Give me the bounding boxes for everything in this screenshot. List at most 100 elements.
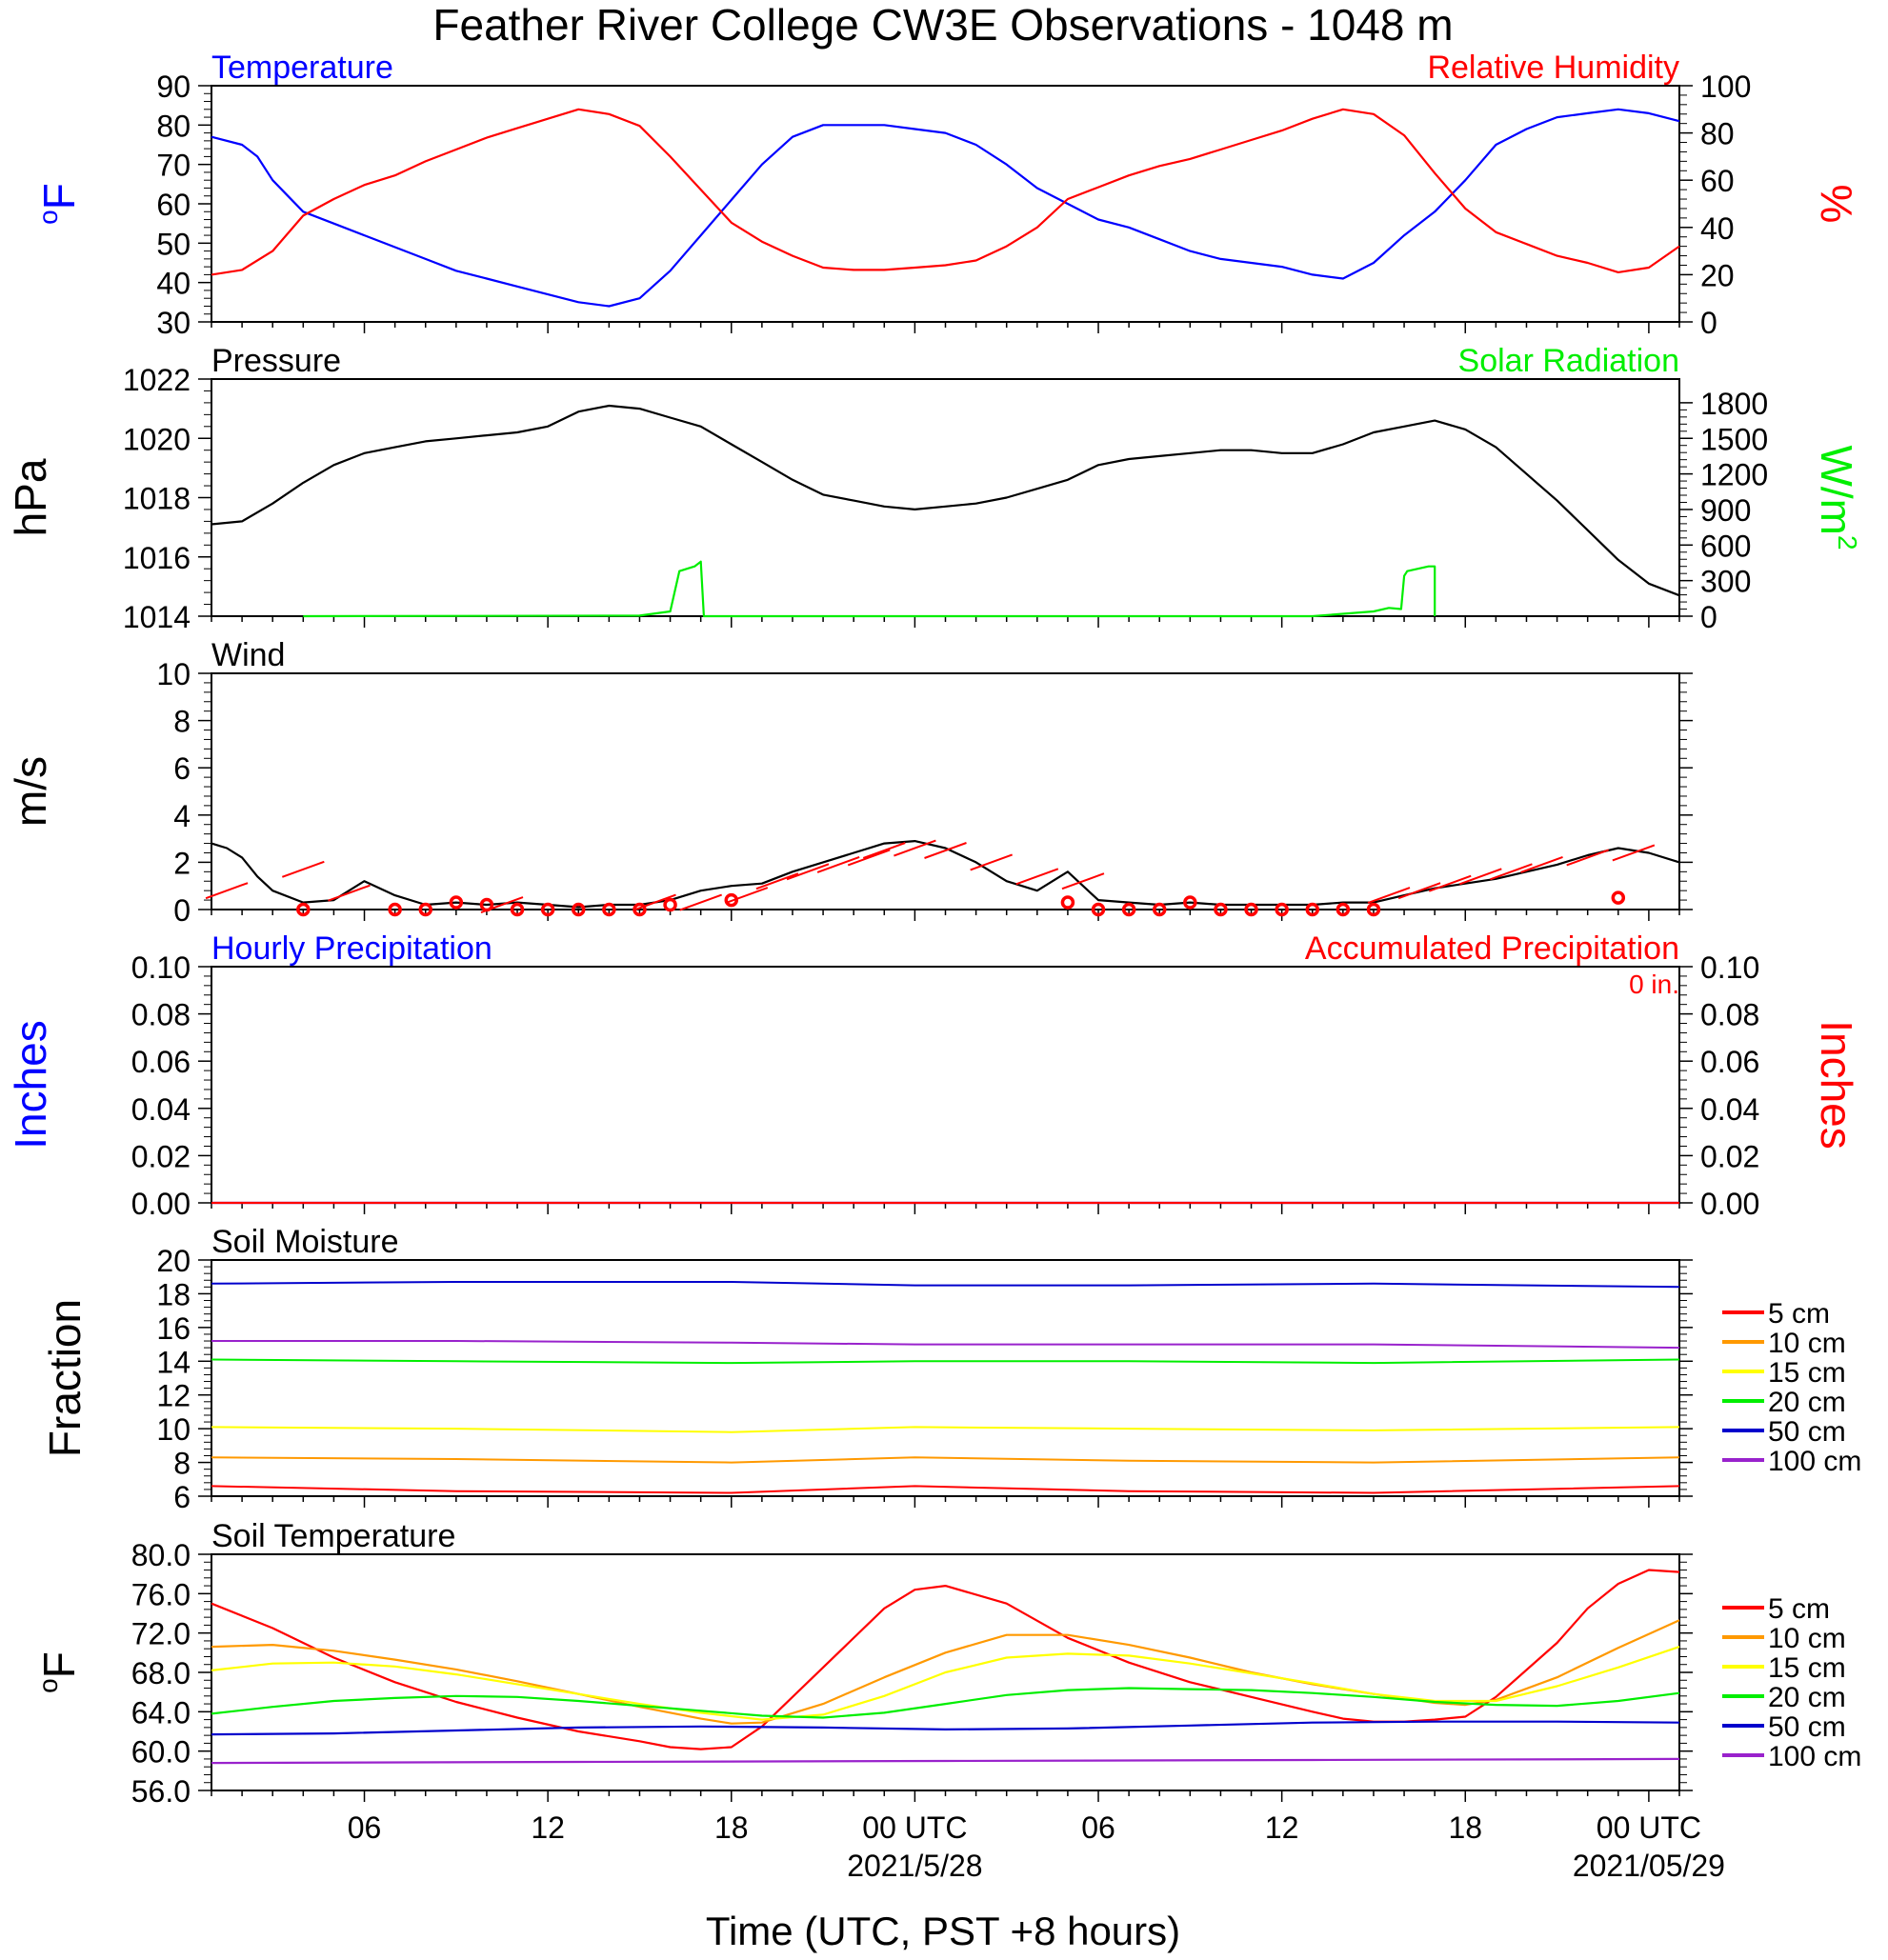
y-right-tick-label: 80 — [1700, 117, 1735, 151]
y-left-tick-label: 1014 — [123, 600, 191, 634]
y-left-label: oF — [33, 1651, 84, 1693]
plot-frame — [211, 378, 1680, 617]
time-axis: 06 12 18 00 UTC 06 12 18 00 UTC 2021/5/28 2021/05… — [348, 1810, 1725, 1883]
y-left-label: oF — [33, 183, 84, 225]
y-left-tick-label: 80.0 — [131, 1538, 191, 1572]
series-line-wind — [211, 839, 1680, 909]
legend-label-5-cm: 5 cm — [1768, 1298, 1830, 1330]
precip-marker — [1183, 895, 1197, 910]
panel-pressure-solar: 1014 1016 1018 1020 1022 03006009001200150018… — [6, 343, 1862, 634]
y-left-tick-label: 12 — [156, 1379, 191, 1413]
y-left-tick-label: 18 — [156, 1277, 191, 1311]
wind-barb — [786, 863, 830, 881]
wind-barb — [862, 842, 906, 859]
y-right-tick-label: 600 — [1700, 529, 1751, 563]
panel-title-right: Accumulated Precipitation — [1305, 930, 1679, 967]
series-line-20-cm — [211, 1358, 1680, 1365]
y-left-tick-label: 0.10 — [131, 950, 191, 985]
precip-marker — [633, 902, 647, 917]
x-tick-label: 18 — [1448, 1810, 1482, 1845]
wind-barb — [679, 893, 723, 911]
wind-barb — [1490, 863, 1533, 881]
wind-barb — [1397, 882, 1441, 900]
precip-marker — [1121, 902, 1136, 917]
series-line-temperature — [211, 108, 1680, 308]
precip-marker — [449, 895, 464, 910]
panel-precipitation: 0.00 0.02 0.04 0.06 0.08 0.10 0.00 0.02 0.04 0.06… — [6, 930, 1861, 1221]
y-right-tick-label: 20 — [1700, 258, 1735, 292]
y-left-tick-label: 10 — [156, 657, 191, 691]
wind-barb — [924, 842, 967, 859]
y-left-tick-label: 4 — [173, 799, 191, 833]
y-left-label: m/s — [6, 756, 55, 827]
y-left-tick-label: 1018 — [123, 482, 191, 516]
y-left-tick-label: 1020 — [123, 422, 191, 456]
y-left-tick-label: 68.0 — [131, 1656, 191, 1690]
legend-label-15-cm: 15 cm — [1768, 1652, 1846, 1684]
plot-frame — [211, 85, 1680, 323]
y-right-tick-label: 0.08 — [1700, 998, 1759, 1032]
wind-barb — [816, 855, 860, 873]
precip-marker — [724, 892, 739, 908]
series-line-10-cm — [211, 1619, 1680, 1725]
wind-barb — [725, 887, 769, 905]
y-left-tick-label: 1022 — [123, 363, 191, 397]
series-line-15-cm — [211, 1646, 1680, 1721]
panel-title-left: Soil Moisture — [211, 1224, 399, 1260]
precip-marker — [572, 902, 586, 917]
wind-barb — [970, 853, 1013, 871]
series-line-15-cm — [211, 1426, 1680, 1433]
y-left-tick-label: 50 — [156, 227, 191, 261]
y-left-tick-label: 72.0 — [131, 1617, 191, 1651]
panel-title-left: Wind — [211, 637, 285, 673]
y-right-tick-label: 1200 — [1700, 458, 1768, 492]
y-right-tick-label: 0 — [1700, 306, 1717, 340]
wind-barb — [633, 893, 676, 911]
legend-label-50-cm: 50 cm — [1768, 1711, 1846, 1743]
wind-barb — [755, 872, 799, 890]
y-left-tick-label: 1016 — [123, 541, 191, 575]
precip-marker — [1214, 902, 1228, 917]
wind-barb — [1612, 844, 1656, 862]
precip-marker — [479, 897, 494, 912]
degree-sign: o — [33, 210, 63, 225]
panel-title-right: Solar Radiation — [1458, 343, 1679, 379]
wind-barb — [1367, 887, 1411, 905]
precip-marker — [418, 902, 432, 917]
panel-title-left: Temperature — [211, 50, 393, 86]
panel-soil-temperature: 56.0 60.0 64.0 68.0 72.0 76.0 80.0 Soil Tempera… — [33, 1518, 1861, 1809]
y-left-tick-label: 16 — [156, 1311, 191, 1346]
y-right-tick-label: 0.10 — [1700, 950, 1759, 985]
precip-marker — [663, 897, 677, 912]
plot-frame — [211, 672, 1680, 910]
y-left-label: Fraction — [40, 1299, 90, 1457]
y-right-tick-label: 1500 — [1700, 422, 1768, 456]
wind-barb — [1015, 868, 1059, 886]
y-left-label: hPa — [6, 458, 55, 536]
series-line-5-cm — [211, 1485, 1680, 1494]
series-line-50-cm — [211, 1720, 1680, 1736]
legend-label-5-cm: 5 cm — [1768, 1593, 1830, 1625]
legend-label-100-cm: 100 cm — [1768, 1741, 1861, 1772]
precip-marker — [1366, 902, 1381, 917]
y-right-tick-label: 60 — [1700, 164, 1735, 198]
precip-marker — [1275, 902, 1289, 917]
y-left-tick-label: 56.0 — [131, 1774, 191, 1809]
y-left-tick-label: 60 — [156, 188, 191, 222]
degree-sign: o — [33, 1678, 63, 1693]
y-right-tick-label: 0 — [1700, 600, 1717, 634]
y-left-tick-label: 70 — [156, 149, 191, 183]
y-left-tick-label: 10 — [156, 1412, 191, 1447]
legend-label-100-cm: 100 cm — [1768, 1446, 1861, 1477]
series-line-100-cm — [211, 1340, 1680, 1350]
y-right-tick-label: 300 — [1700, 565, 1751, 599]
y-left-tick-label: 14 — [156, 1345, 191, 1379]
precip-marker — [540, 902, 555, 917]
wind-barb — [894, 839, 936, 857]
y-left-tick-label: 6 — [173, 1480, 191, 1514]
precip-total-label: 0 in. — [1629, 970, 1679, 999]
y-left-tick-label: 40 — [156, 267, 191, 301]
precip-marker — [296, 902, 311, 917]
legend-label-20-cm: 20 cm — [1768, 1682, 1846, 1713]
